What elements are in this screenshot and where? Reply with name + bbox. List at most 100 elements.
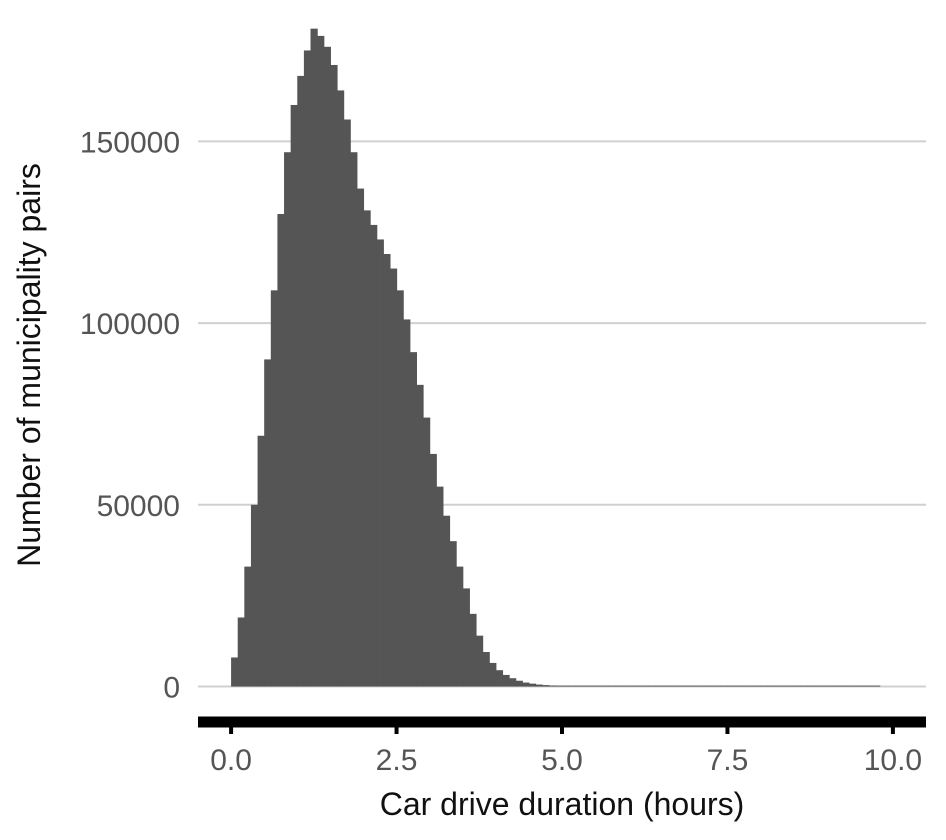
histogram-bar [297,75,305,687]
histogram-bar [667,685,676,687]
histogram-bar [449,541,457,687]
histogram-bar [601,685,609,687]
histogram-bar [581,685,590,687]
histogram-bar [846,685,854,687]
histogram-bar [793,685,801,687]
histogram-bar [694,685,702,687]
y-tick-label: 0 [163,672,180,705]
histogram-bar [323,46,331,687]
histogram-bar [687,685,695,687]
histogram-bar [562,685,570,687]
histogram-bar [423,417,431,687]
histogram-bar [376,239,384,687]
histogram-bar [363,210,371,687]
x-tick-label: 2.5 [376,744,418,777]
histogram-bar [747,685,755,687]
histogram-bar [714,685,722,687]
histogram-bar [356,188,365,687]
histogram-bar [614,685,623,687]
histogram-bar [753,685,762,687]
histogram-bar [575,685,583,687]
histogram-bar [641,685,649,687]
histogram-bar [707,685,715,687]
histogram-bar [469,613,477,687]
histogram-bar [866,685,874,687]
histogram-bar [568,685,576,687]
histogram-bar [548,685,556,687]
histogram-bar [522,682,530,687]
y-axis-title: Number of municipality pairs [11,163,47,567]
histogram-bar [634,685,643,687]
histogram-bar [231,657,239,687]
histogram-bar [813,685,821,687]
histogram-bar [826,685,834,687]
histogram-bar [502,674,510,687]
y-axis-tick-labels: 0 50000 100000 150000 [80,126,180,704]
histogram-bar [456,566,464,687]
histogram-bar [800,685,808,687]
histogram-bar [674,685,682,687]
histogram-bar [416,384,424,687]
histogram-bar [734,685,742,687]
histogram-bar [264,359,272,687]
histogram-bar [767,685,775,687]
histogram-bar [237,617,245,687]
histogram-bar [820,685,828,687]
histogram-bar [396,290,404,687]
histogram-bar [648,685,656,687]
histogram-bar [403,319,411,687]
histogram-bar [773,685,781,687]
histogram-bar [257,435,265,687]
histogram-bar [853,685,861,687]
histogram-bar [727,685,735,687]
histogram-bar [720,685,729,687]
histogram-bar [277,214,285,687]
histogram-bar [595,685,603,687]
histogram-bar [555,685,563,687]
histogram-bar [482,652,490,687]
histogram-bar [317,35,325,687]
histogram-bar [475,635,484,687]
histogram-bar [588,685,596,687]
histogram-bar [873,685,881,687]
x-tick-label: 5.0 [541,744,583,777]
histogram-bar [621,685,629,687]
histogram-bar [442,515,451,687]
histogram-bar [336,90,345,687]
histogram-bar [760,685,768,687]
histogram-bar [270,290,279,687]
histogram-bar [740,685,748,687]
histogram-bar [310,28,318,687]
histogram-bar [780,685,788,687]
histogram-bar [389,268,398,687]
x-axis-ticks: 0.0 2.5 5.0 7.5 10.0 [210,717,922,777]
histogram-bar [608,685,616,687]
histogram-bar [370,224,378,687]
x-tick-label: 0.0 [210,744,252,777]
y-tick-label: 50000 [97,490,180,523]
histogram-bar [495,670,504,687]
x-axis-title: Car drive duration (hours) [380,786,745,822]
histogram-bar [628,685,636,687]
histogram-bar [330,64,338,687]
histogram-bar [509,678,517,687]
histogram-bar [244,566,252,687]
histogram-bar [284,152,292,687]
histogram-bar [654,685,662,687]
histogram-bar [489,662,497,687]
histogram-bar [535,684,543,687]
histogram-bar [429,453,437,687]
histogram-bar [528,683,537,687]
y-tick-label: 100000 [80,308,180,341]
histogram-bar [542,685,550,687]
histogram-bar [250,504,259,687]
histogram-bar [350,152,358,687]
histogram-bar [303,50,312,687]
histogram-bar [462,588,470,687]
histogram-bar [290,104,298,687]
x-tick-label: 7.5 [707,744,749,777]
histogram-bar [833,685,841,687]
histogram-bar [661,685,669,687]
histogram-bar [436,486,444,687]
